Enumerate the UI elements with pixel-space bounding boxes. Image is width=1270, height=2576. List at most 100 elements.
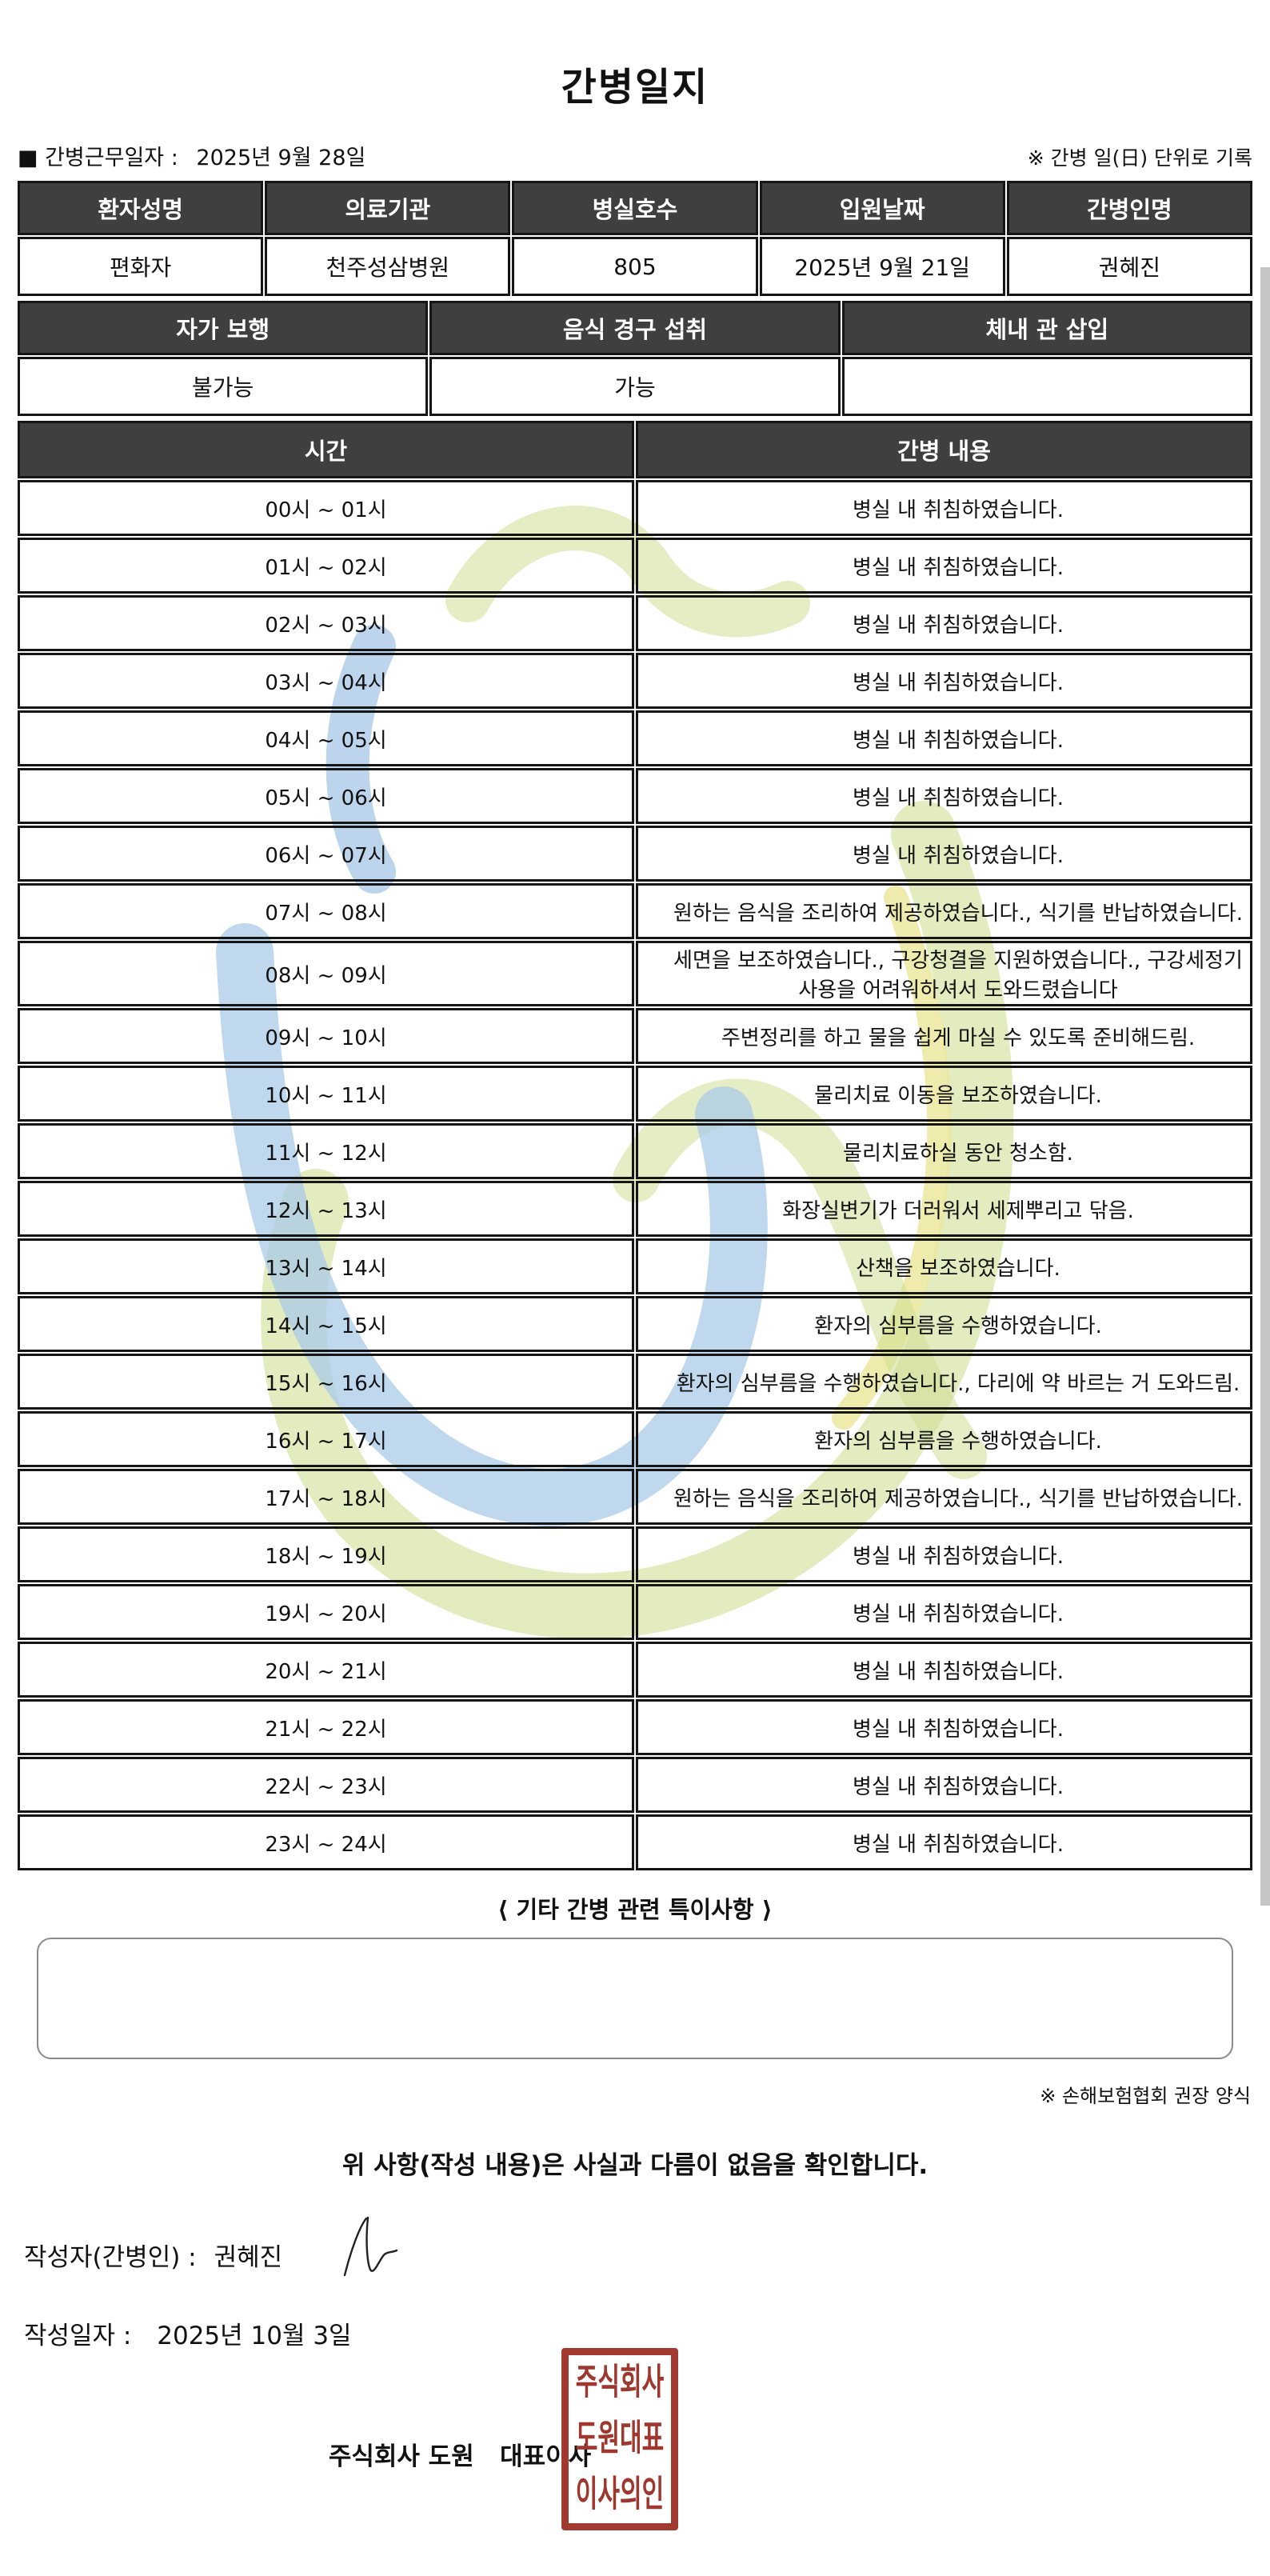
care-row-content: 병실 내 취침하였습니다. xyxy=(636,653,1252,710)
care-table-row: 12시 ~ 13시 화장실변기가 더러워서 세제뿌리고 닦음. xyxy=(18,1181,1252,1238)
care-table-row: 03시 ~ 04시 병실 내 취침하였습니다. xyxy=(18,653,1252,710)
care-row-content: 환자의 심부름을 수행하였습니다., 다리에 약 바르는 거 도와드림. xyxy=(636,1354,1252,1410)
care-table-row: 02시 ~ 03시 병실 내 취침하였습니다. xyxy=(18,595,1252,652)
care-row-time: 02시 ~ 03시 xyxy=(18,595,634,652)
care-table-row: 14시 ~ 15시 환자의 심부름을 수행하였습니다. xyxy=(18,1296,1252,1353)
col-self-walking: 자가 보행 xyxy=(18,301,429,356)
seal-line-1: 주식회사 xyxy=(575,2362,665,2404)
col-care-content: 간병 내용 xyxy=(636,421,1252,479)
care-row-time: 06시 ~ 07시 xyxy=(18,826,634,882)
care-row-content: 병실 내 취침하였습니다. xyxy=(636,595,1252,652)
page-title: 간병일지 xyxy=(561,65,709,110)
care-table-row: 04시 ~ 05시 병실 내 취침하였습니다. xyxy=(18,710,1252,767)
caregiver-name: 권혜진 xyxy=(1006,237,1252,297)
scan-edge-artifact xyxy=(1260,267,1270,1906)
company-seal: 주식회사 도원대표 이사의인 xyxy=(561,2348,678,2530)
care-table-row: 15시 ~ 16시 환자의 심부름을 수행하였습니다., 다리에 약 바르는 거 … xyxy=(18,1354,1252,1410)
care-row-time: 05시 ~ 06시 xyxy=(18,768,634,825)
care-row-content: 병실 내 취침하였습니다. xyxy=(636,710,1252,767)
care-row-time: 12시 ~ 13시 xyxy=(18,1181,634,1238)
status-value-row: 불가능 가능 xyxy=(18,357,1252,417)
unit-note: ※ 간병 일(日) 단위로 기록 xyxy=(1027,146,1252,170)
care-log-table: 시간 간병 내용 00시 ~ 01시 병실 내 취침하였습니다. 01시 ~ 02시… xyxy=(16,419,1254,1872)
confirmation-statement: 위 사항(작성 내용)은 사실과 다름이 없음을 확인합니다. xyxy=(341,2151,929,2181)
care-row-time: 15시 ~ 16시 xyxy=(18,1354,634,1410)
care-table-row: 08시 ~ 09시 세면을 보조하였습니다., 구강청결을 지원하였습니다., 구… xyxy=(18,941,1252,1007)
care-row-content: 병실 내 취침하였습니다. xyxy=(636,1584,1252,1641)
write-date-label: 작성일자 : xyxy=(24,2322,132,2351)
care-table-row: 00시 ~ 01시 병실 내 취침하였습니다. xyxy=(18,480,1252,537)
col-caregiver-name: 간병인명 xyxy=(1006,181,1252,236)
patient-header-row: 환자성명 의료기관 병실호수 입원날짜 간병인명 xyxy=(18,181,1252,236)
care-row-time: 22시 ~ 23시 xyxy=(18,1757,634,1814)
col-medical-institution: 의료기관 xyxy=(265,181,511,236)
patient-info-table: 환자성명 의료기관 병실호수 입원날짜 간병인명 편화자 천주성삼병원 805 … xyxy=(16,179,1254,298)
care-row-content: 원하는 음식을 조리하여 제공하였습니다., 식기를 반납하였습니다. xyxy=(636,1469,1252,1526)
admission-date: 2025년 9월 21일 xyxy=(759,237,1005,297)
care-table-row: 10시 ~ 11시 물리치료 이동을 보조하였습니다. xyxy=(18,1066,1252,1122)
status-header-row: 자가 보행 음식 경구 섭취 체내 관 삽입 xyxy=(18,301,1252,356)
care-row-content: 병실 내 취침하였습니다. xyxy=(636,538,1252,594)
care-table-row: 20시 ~ 21시 병실 내 취침하였습니다. xyxy=(18,1642,1252,1698)
care-row-time: 13시 ~ 14시 xyxy=(18,1238,634,1295)
oral-intake-value: 가능 xyxy=(429,357,841,417)
care-row-time: 03시 ~ 04시 xyxy=(18,653,634,710)
care-row-time: 09시 ~ 10시 xyxy=(18,1008,634,1065)
care-row-time: 04시 ~ 05시 xyxy=(18,710,634,767)
date-row: 작성일자 : 2025년 10월 3일 xyxy=(24,2315,1270,2351)
care-row-content: 병실 내 취침하였습니다. xyxy=(636,1526,1252,1583)
care-table-row: 18시 ~ 19시 병실 내 취침하였습니다. xyxy=(18,1526,1252,1583)
care-header-row: 시간 간병 내용 xyxy=(18,421,1252,479)
room-number: 805 xyxy=(512,237,758,297)
patient-value-row: 편화자 천주성삼병원 805 2025년 9월 21일 권혜진 xyxy=(18,237,1252,297)
col-tube-insertion: 체내 관 삽입 xyxy=(841,301,1252,356)
care-table-row: 07시 ~ 08시 원하는 음식을 조리하여 제공하였습니다., 식기를 반납하였… xyxy=(18,883,1252,940)
form-note: ※ 손해보험협회 권장 양식 xyxy=(1040,2085,1251,2108)
care-row-time: 18시 ~ 19시 xyxy=(18,1526,634,1583)
care-row-time: 21시 ~ 22시 xyxy=(18,1699,634,1756)
care-row-content: 주변정리를 하고 물을 쉽게 마실 수 있도록 준비해드림. xyxy=(636,1008,1252,1065)
care-row-content: 병실 내 취침하였습니다. xyxy=(636,1814,1252,1871)
signature xyxy=(343,2216,398,2277)
care-table-row: 17시 ~ 18시 원하는 음식을 조리하여 제공하였습니다., 식기를 반납하였… xyxy=(18,1469,1252,1526)
care-table-row: 19시 ~ 20시 병실 내 취침하였습니다. xyxy=(18,1584,1252,1641)
notes-box xyxy=(37,1938,1233,2060)
care-row-time: 23시 ~ 24시 xyxy=(18,1814,634,1871)
col-admission-date: 입원날짜 xyxy=(759,181,1005,236)
writer-name: 권혜진 xyxy=(214,2242,283,2272)
care-table-row: 23시 ~ 24시 병실 내 취침하였습니다. xyxy=(18,1814,1252,1871)
care-work-date-value: 2025년 9월 28일 xyxy=(196,146,366,171)
care-row-time: 19시 ~ 20시 xyxy=(18,1584,634,1641)
care-row-content: 산책을 보조하였습니다. xyxy=(636,1238,1252,1295)
care-row-content: 병실 내 취침하였습니다. xyxy=(636,480,1252,537)
patient-status-table: 자가 보행 음식 경구 섭취 체내 관 삽입 불가능 가능 xyxy=(16,299,1254,418)
care-row-time: 20시 ~ 21시 xyxy=(18,1642,634,1698)
writer-label: 작성자(간병인) : xyxy=(24,2242,197,2272)
care-work-date-label: ■ 간병근무일자 : xyxy=(18,146,178,171)
patient-name: 편화자 xyxy=(18,237,264,297)
col-room-number: 병실호수 xyxy=(512,181,758,236)
care-row-content: 병실 내 취침하였습니다. xyxy=(636,1757,1252,1814)
care-work-date: ■ 간병근무일자 : 2025년 9월 28일 xyxy=(18,140,365,171)
care-table-row: 16시 ~ 17시 환자의 심부름을 수행하였습니다. xyxy=(18,1411,1252,1468)
care-row-content: 환자의 심부름을 수행하였습니다. xyxy=(636,1411,1252,1468)
company-line: 주식회사 도원 대표이사 xyxy=(328,2442,592,2472)
care-row-content: 물리치료 이동을 보조하였습니다. xyxy=(636,1066,1252,1122)
care-table-row: 09시 ~ 10시 주변정리를 하고 물을 쉽게 마실 수 있도록 준비해드림. xyxy=(18,1008,1252,1065)
care-row-content: 병실 내 취침하였습니다. xyxy=(636,768,1252,825)
care-row-time: 17시 ~ 18시 xyxy=(18,1469,634,1526)
care-table-body: 00시 ~ 01시 병실 내 취침하였습니다. 01시 ~ 02시 병실 내 취침하였… xyxy=(18,480,1252,1871)
care-row-time: 08시 ~ 09시 xyxy=(18,941,634,1007)
writer-row: 작성자(간병인) : 권혜진 xyxy=(24,2216,1270,2278)
meta-row: ■ 간병근무일자 : 2025년 9월 28일 ※ 간병 일(日) 단위로 기록 xyxy=(18,140,1252,171)
care-row-content: 병실 내 취침하였습니다. xyxy=(636,1642,1252,1698)
care-row-content: 병실 내 취침하였습니다. xyxy=(636,826,1252,882)
care-row-time: 01시 ~ 02시 xyxy=(18,538,634,594)
care-row-content: 환자의 심부름을 수행하였습니다. xyxy=(636,1296,1252,1353)
care-row-time: 11시 ~ 12시 xyxy=(18,1123,634,1180)
care-row-content: 원하는 음식을 조리하여 제공하였습니다., 식기를 반납하였습니다. xyxy=(636,883,1252,940)
care-table-row: 11시 ~ 12시 물리치료하실 동안 청소함. xyxy=(18,1123,1252,1180)
care-row-time: 16시 ~ 17시 xyxy=(18,1411,634,1468)
care-row-time: 00시 ~ 01시 xyxy=(18,480,634,537)
care-row-time: 07시 ~ 08시 xyxy=(18,883,634,940)
